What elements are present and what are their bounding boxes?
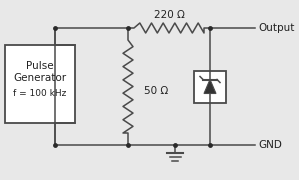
Text: 50 Ω: 50 Ω: [144, 87, 168, 96]
Text: Output: Output: [258, 23, 295, 33]
Text: f = 100 kHz: f = 100 kHz: [13, 89, 67, 98]
Bar: [5, 45, 75, 123]
Text: GND: GND: [258, 140, 282, 150]
Text: Pulse: Pulse: [26, 61, 54, 71]
Bar: [194, 71, 226, 102]
Polygon shape: [204, 80, 216, 93]
Text: 220 Ω: 220 Ω: [154, 10, 184, 20]
Text: Generator: Generator: [13, 73, 67, 83]
